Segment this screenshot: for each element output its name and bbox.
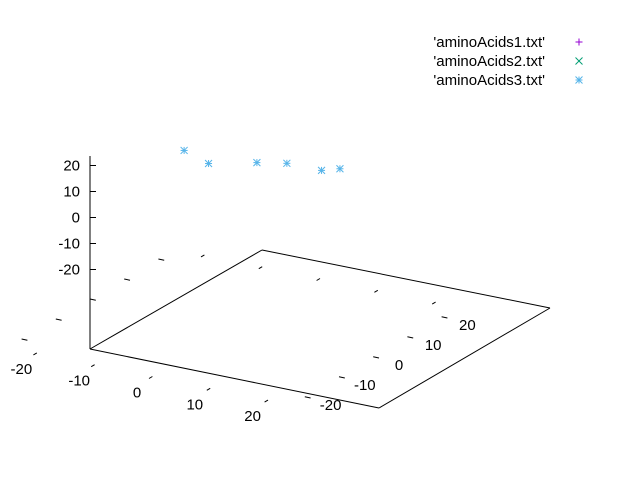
x-axis-line <box>89 348 380 409</box>
legend-marker <box>575 76 583 84</box>
x-tick-mark <box>374 289 379 293</box>
y-tick-mark <box>441 316 448 319</box>
y-ticks: -20 -10 0 10 20 <box>21 258 476 414</box>
x-tick-mark <box>33 352 38 356</box>
x-tick-mark <box>200 254 205 258</box>
x-tick-label: -10 <box>68 373 90 390</box>
x-tick-mark <box>90 364 95 368</box>
legend-label: 'aminoAcids1.txt' <box>433 34 545 51</box>
x-tick-label: 10 <box>186 396 203 413</box>
x-tick-label: 0 <box>133 385 141 402</box>
y-tick-label: 20 <box>459 317 476 334</box>
z-tick-label: -20 <box>58 262 80 279</box>
legend: 'aminoAcids1.txt' 'aminoAcids2.txt' 'ami… <box>433 34 583 89</box>
z-tick-label: 0 <box>72 210 80 227</box>
z-tick-label: 20 <box>63 158 80 175</box>
x-tick-mark <box>264 399 269 403</box>
x-tick-label: 20 <box>244 408 261 425</box>
y-tick-mark <box>124 278 131 281</box>
y-axis-line <box>378 307 551 409</box>
y-tick-label: 10 <box>425 337 442 354</box>
legend-marker <box>575 38 583 46</box>
back-axis-line-2 <box>261 249 551 309</box>
data-point <box>336 164 344 173</box>
data-point <box>283 159 291 168</box>
x-tick-mark <box>148 376 153 379</box>
z-tick-label: -10 <box>58 236 80 253</box>
data-point <box>180 146 188 155</box>
z-tick-label: 10 <box>63 184 80 201</box>
y-tick-mark <box>407 336 414 339</box>
y-tick-label: 0 <box>395 357 403 374</box>
y-tick-mark <box>21 338 28 341</box>
y-tick-label: -10 <box>354 377 376 394</box>
x-tick-label: -20 <box>11 361 33 378</box>
back-axis-line <box>89 249 263 350</box>
y-tick-mark <box>373 356 380 359</box>
data-point <box>253 158 261 167</box>
x-tick-mark <box>316 278 321 281</box>
z-ticks: 20 10 0 -10 -20 <box>58 158 96 279</box>
y-tick-mark <box>55 318 62 321</box>
data-points <box>180 146 344 175</box>
y-tick-mark <box>338 376 345 379</box>
legend-marker <box>575 57 583 65</box>
y-tick-mark <box>89 298 96 301</box>
y-tick-mark <box>158 258 165 261</box>
x-tick-mark <box>258 266 263 270</box>
legend-label: 'aminoAcids2.txt' <box>433 53 545 70</box>
y-tick-label: -20 <box>320 397 342 414</box>
x-tick-mark <box>206 387 211 391</box>
y-tick-mark <box>304 396 311 399</box>
data-point <box>204 159 213 168</box>
data-point <box>317 166 326 175</box>
x-ticks: -20 -10 0 10 20 <box>11 254 436 425</box>
legend-label: 'aminoAcids3.txt' <box>433 72 545 89</box>
x-tick-mark <box>431 301 436 305</box>
